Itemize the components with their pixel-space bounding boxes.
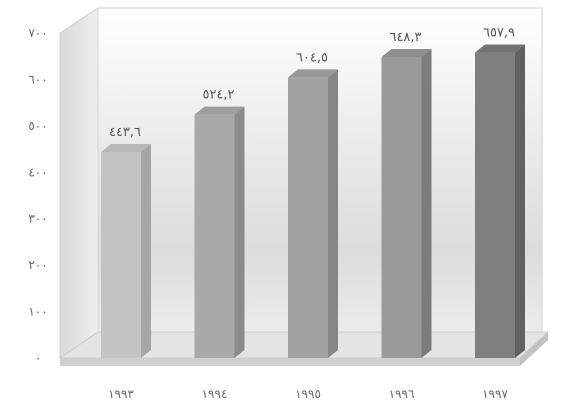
bar-top: [288, 69, 338, 78]
chart-left-wall: [59, 7, 99, 359]
bar-side: [141, 144, 151, 358]
bar-series: ٤٤٣,٦ ٥٢٤,٢ ٦٠٤,٥ ٦٤٨,٣ ٦٥٧,٩: [101, 26, 525, 359]
bar: [101, 144, 151, 358]
x-tick-label: ١٩٩٦: [389, 387, 415, 401]
bar-side: [328, 69, 338, 358]
y-tick-label: ٦٠٠: [28, 72, 47, 86]
x-tick-label: ١٩٩٥: [295, 387, 321, 401]
bar-front: [381, 57, 422, 358]
data-label: ٦٠٤,٥: [296, 50, 328, 65]
bar: [288, 69, 338, 358]
x-tick-label: ١٩٩٤: [202, 387, 228, 401]
bar-top: [101, 144, 151, 153]
bar: [381, 49, 432, 358]
data-label: ٦٤٨,٣: [389, 30, 421, 45]
data-label: ٦٥٧,٩: [483, 26, 515, 41]
y-axis: ٠ ١٠٠ ٢٠٠ ٣٠٠ ٤٠٠ ٥٠٠ ٦٠٠ ٧٠٠: [28, 26, 47, 365]
x-tick-label: ١٩٩٧: [482, 387, 508, 401]
y-tick-label: ١٠٠: [28, 305, 47, 319]
chart-floor-edge: [60, 358, 520, 366]
y-tick-label: ٥٠٠: [28, 119, 47, 133]
y-tick-label: ٧٠٠: [28, 26, 47, 40]
bar-front: [288, 77, 328, 358]
bar-top: [381, 49, 432, 58]
y-tick-label: ٢٠٠: [28, 258, 47, 272]
x-tick-label: ١٩٩٣: [108, 387, 134, 401]
data-label: ٥٢٤,٢: [202, 88, 234, 103]
bar-side: [421, 49, 432, 358]
bar-side: [515, 44, 525, 359]
bar: [194, 106, 245, 358]
x-axis: ١٩٩٣ ١٩٩٤ ١٩٩٥ ١٩٩٦ ١٩٩٧: [108, 387, 508, 401]
bar-side: [234, 106, 245, 358]
y-tick-label: ٤٠٠: [28, 165, 47, 179]
bar-front: [475, 52, 515, 359]
bar: [475, 44, 525, 359]
bar-top: [194, 106, 245, 115]
chart-floor-side: [520, 332, 548, 366]
bar-top: [475, 44, 525, 53]
bar-front: [194, 114, 235, 358]
y-tick-label: ٠: [35, 351, 41, 365]
y-tick-label: ٣٠٠: [28, 212, 47, 226]
data-label: ٤٤٣,٦: [109, 125, 141, 140]
bar-front: [101, 152, 141, 358]
